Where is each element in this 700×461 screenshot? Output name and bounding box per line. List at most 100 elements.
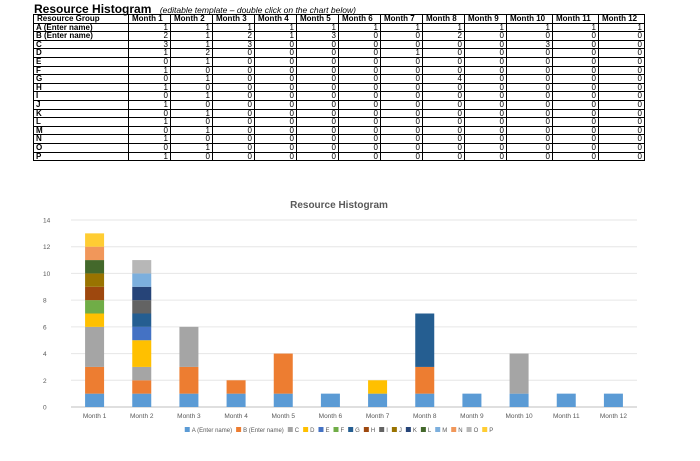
value-cell[interactable]: 1 bbox=[212, 22, 255, 33]
bar-segment[interactable] bbox=[415, 366, 435, 394]
value-cell[interactable]: 0 bbox=[296, 48, 339, 58]
value-cell[interactable]: 0 bbox=[552, 39, 599, 50]
value-cell[interactable]: 0 bbox=[552, 99, 599, 110]
value-cell[interactable]: 0 bbox=[380, 134, 423, 144]
bar-segment[interactable] bbox=[132, 286, 152, 301]
resource-group-cell[interactable]: B (Enter name) bbox=[33, 31, 129, 41]
value-cell[interactable]: 0 bbox=[506, 99, 553, 110]
legend-item[interactable]: C bbox=[287, 427, 300, 434]
value-cell[interactable]: 0 bbox=[598, 74, 645, 84]
value-cell[interactable]: 0 bbox=[422, 56, 465, 67]
value-cell[interactable]: 0 bbox=[254, 125, 297, 136]
column-header-month[interactable]: Month 12 bbox=[598, 14, 645, 24]
value-cell[interactable]: 0 bbox=[212, 151, 255, 162]
value-cell[interactable]: 1 bbox=[128, 151, 171, 162]
value-cell[interactable]: 0 bbox=[464, 125, 507, 136]
value-cell[interactable]: 1 bbox=[338, 22, 381, 33]
value-cell[interactable]: 0 bbox=[506, 91, 553, 101]
value-cell[interactable]: 0 bbox=[552, 56, 599, 67]
value-cell[interactable]: 1 bbox=[380, 48, 423, 58]
value-cell[interactable]: 3 bbox=[506, 39, 553, 50]
legend-item[interactable]: H bbox=[363, 427, 375, 434]
bar-segment[interactable] bbox=[179, 393, 199, 407]
value-cell[interactable]: 0 bbox=[506, 125, 553, 136]
value-cell[interactable]: 0 bbox=[506, 134, 553, 144]
value-cell[interactable]: 0 bbox=[254, 108, 297, 119]
value-cell[interactable]: 0 bbox=[464, 39, 507, 50]
value-cell[interactable]: 0 bbox=[506, 31, 553, 41]
value-cell[interactable]: 0 bbox=[128, 108, 171, 119]
value-cell[interactable]: 0 bbox=[254, 91, 297, 101]
value-cell[interactable]: 0 bbox=[464, 74, 507, 84]
bar-segment[interactable] bbox=[132, 300, 152, 314]
column-header-month[interactable]: Month 7 bbox=[380, 14, 423, 24]
value-cell[interactable]: 0 bbox=[552, 142, 599, 153]
value-cell[interactable]: 0 bbox=[552, 125, 599, 136]
value-cell[interactable]: 0 bbox=[506, 151, 553, 162]
value-cell[interactable]: 0 bbox=[212, 117, 255, 127]
value-cell[interactable]: 0 bbox=[338, 142, 381, 153]
value-cell[interactable]: 0 bbox=[170, 134, 213, 144]
value-cell[interactable]: 0 bbox=[254, 48, 297, 58]
resource-group-cell[interactable]: L bbox=[33, 117, 129, 127]
value-cell[interactable]: 0 bbox=[296, 151, 339, 162]
value-cell[interactable]: 0 bbox=[506, 65, 553, 76]
value-cell[interactable]: 0 bbox=[506, 56, 553, 67]
value-cell[interactable]: 0 bbox=[552, 82, 599, 93]
value-cell[interactable]: 0 bbox=[380, 125, 423, 136]
legend-item[interactable]: O bbox=[466, 427, 479, 434]
value-cell[interactable]: 0 bbox=[212, 125, 255, 136]
value-cell[interactable]: 0 bbox=[296, 82, 339, 93]
value-cell[interactable]: 0 bbox=[212, 74, 255, 84]
column-header-month[interactable]: Month 6 bbox=[338, 14, 381, 24]
value-cell[interactable]: 0 bbox=[338, 117, 381, 127]
column-header-month[interactable]: Month 9 bbox=[464, 14, 507, 24]
bar-segment[interactable] bbox=[556, 393, 576, 407]
value-cell[interactable]: 0 bbox=[464, 117, 507, 127]
value-cell[interactable]: 0 bbox=[338, 108, 381, 119]
value-cell[interactable]: 0 bbox=[552, 91, 599, 101]
bar-segment[interactable] bbox=[273, 393, 293, 407]
value-cell[interactable]: 0 bbox=[598, 108, 645, 119]
resource-group-cell[interactable]: C bbox=[33, 39, 129, 50]
bar-segment[interactable] bbox=[85, 273, 105, 287]
value-cell[interactable]: 1 bbox=[254, 22, 297, 33]
value-cell[interactable]: 0 bbox=[422, 91, 465, 101]
bar-segment[interactable] bbox=[509, 393, 529, 407]
value-cell[interactable]: 3 bbox=[296, 31, 339, 41]
bar-segment[interactable] bbox=[85, 260, 105, 274]
value-cell[interactable]: 1 bbox=[128, 65, 171, 76]
value-cell[interactable]: 0 bbox=[338, 134, 381, 144]
value-cell[interactable]: 1 bbox=[170, 142, 213, 153]
value-cell[interactable]: 0 bbox=[380, 82, 423, 93]
value-cell[interactable]: 0 bbox=[552, 134, 599, 144]
value-cell[interactable]: 0 bbox=[296, 39, 339, 50]
bar-segment[interactable] bbox=[132, 326, 152, 341]
value-cell[interactable]: 2 bbox=[422, 31, 465, 41]
value-cell[interactable]: 0 bbox=[212, 99, 255, 110]
bar-segment[interactable] bbox=[368, 380, 388, 394]
value-cell[interactable]: 1 bbox=[128, 48, 171, 58]
value-cell[interactable]: 0 bbox=[254, 99, 297, 110]
value-cell[interactable]: 0 bbox=[380, 142, 423, 153]
value-cell[interactable]: 0 bbox=[338, 99, 381, 110]
value-cell[interactable]: 0 bbox=[296, 91, 339, 101]
value-cell[interactable]: 0 bbox=[254, 134, 297, 144]
value-cell[interactable]: 0 bbox=[552, 151, 599, 162]
resource-group-cell[interactable]: I bbox=[33, 91, 129, 101]
value-cell[interactable]: 0 bbox=[296, 125, 339, 136]
column-header-month[interactable]: Month 10 bbox=[506, 14, 553, 24]
value-cell[interactable]: 0 bbox=[296, 56, 339, 67]
value-cell[interactable]: 0 bbox=[212, 65, 255, 76]
resource-group-cell[interactable]: A (Enter name) bbox=[33, 22, 129, 33]
column-header-month[interactable]: Month 8 bbox=[422, 14, 465, 24]
column-header-resource-group[interactable]: Resource Group bbox=[33, 14, 129, 24]
column-header-month[interactable]: Month 1 bbox=[128, 14, 171, 24]
value-cell[interactable]: 0 bbox=[212, 82, 255, 93]
value-cell[interactable]: 0 bbox=[598, 99, 645, 110]
value-cell[interactable]: 0 bbox=[128, 91, 171, 101]
bar-segment[interactable] bbox=[85, 326, 105, 367]
value-cell[interactable]: 0 bbox=[128, 125, 171, 136]
value-cell[interactable]: 3 bbox=[212, 39, 255, 50]
value-cell[interactable]: 0 bbox=[422, 65, 465, 76]
